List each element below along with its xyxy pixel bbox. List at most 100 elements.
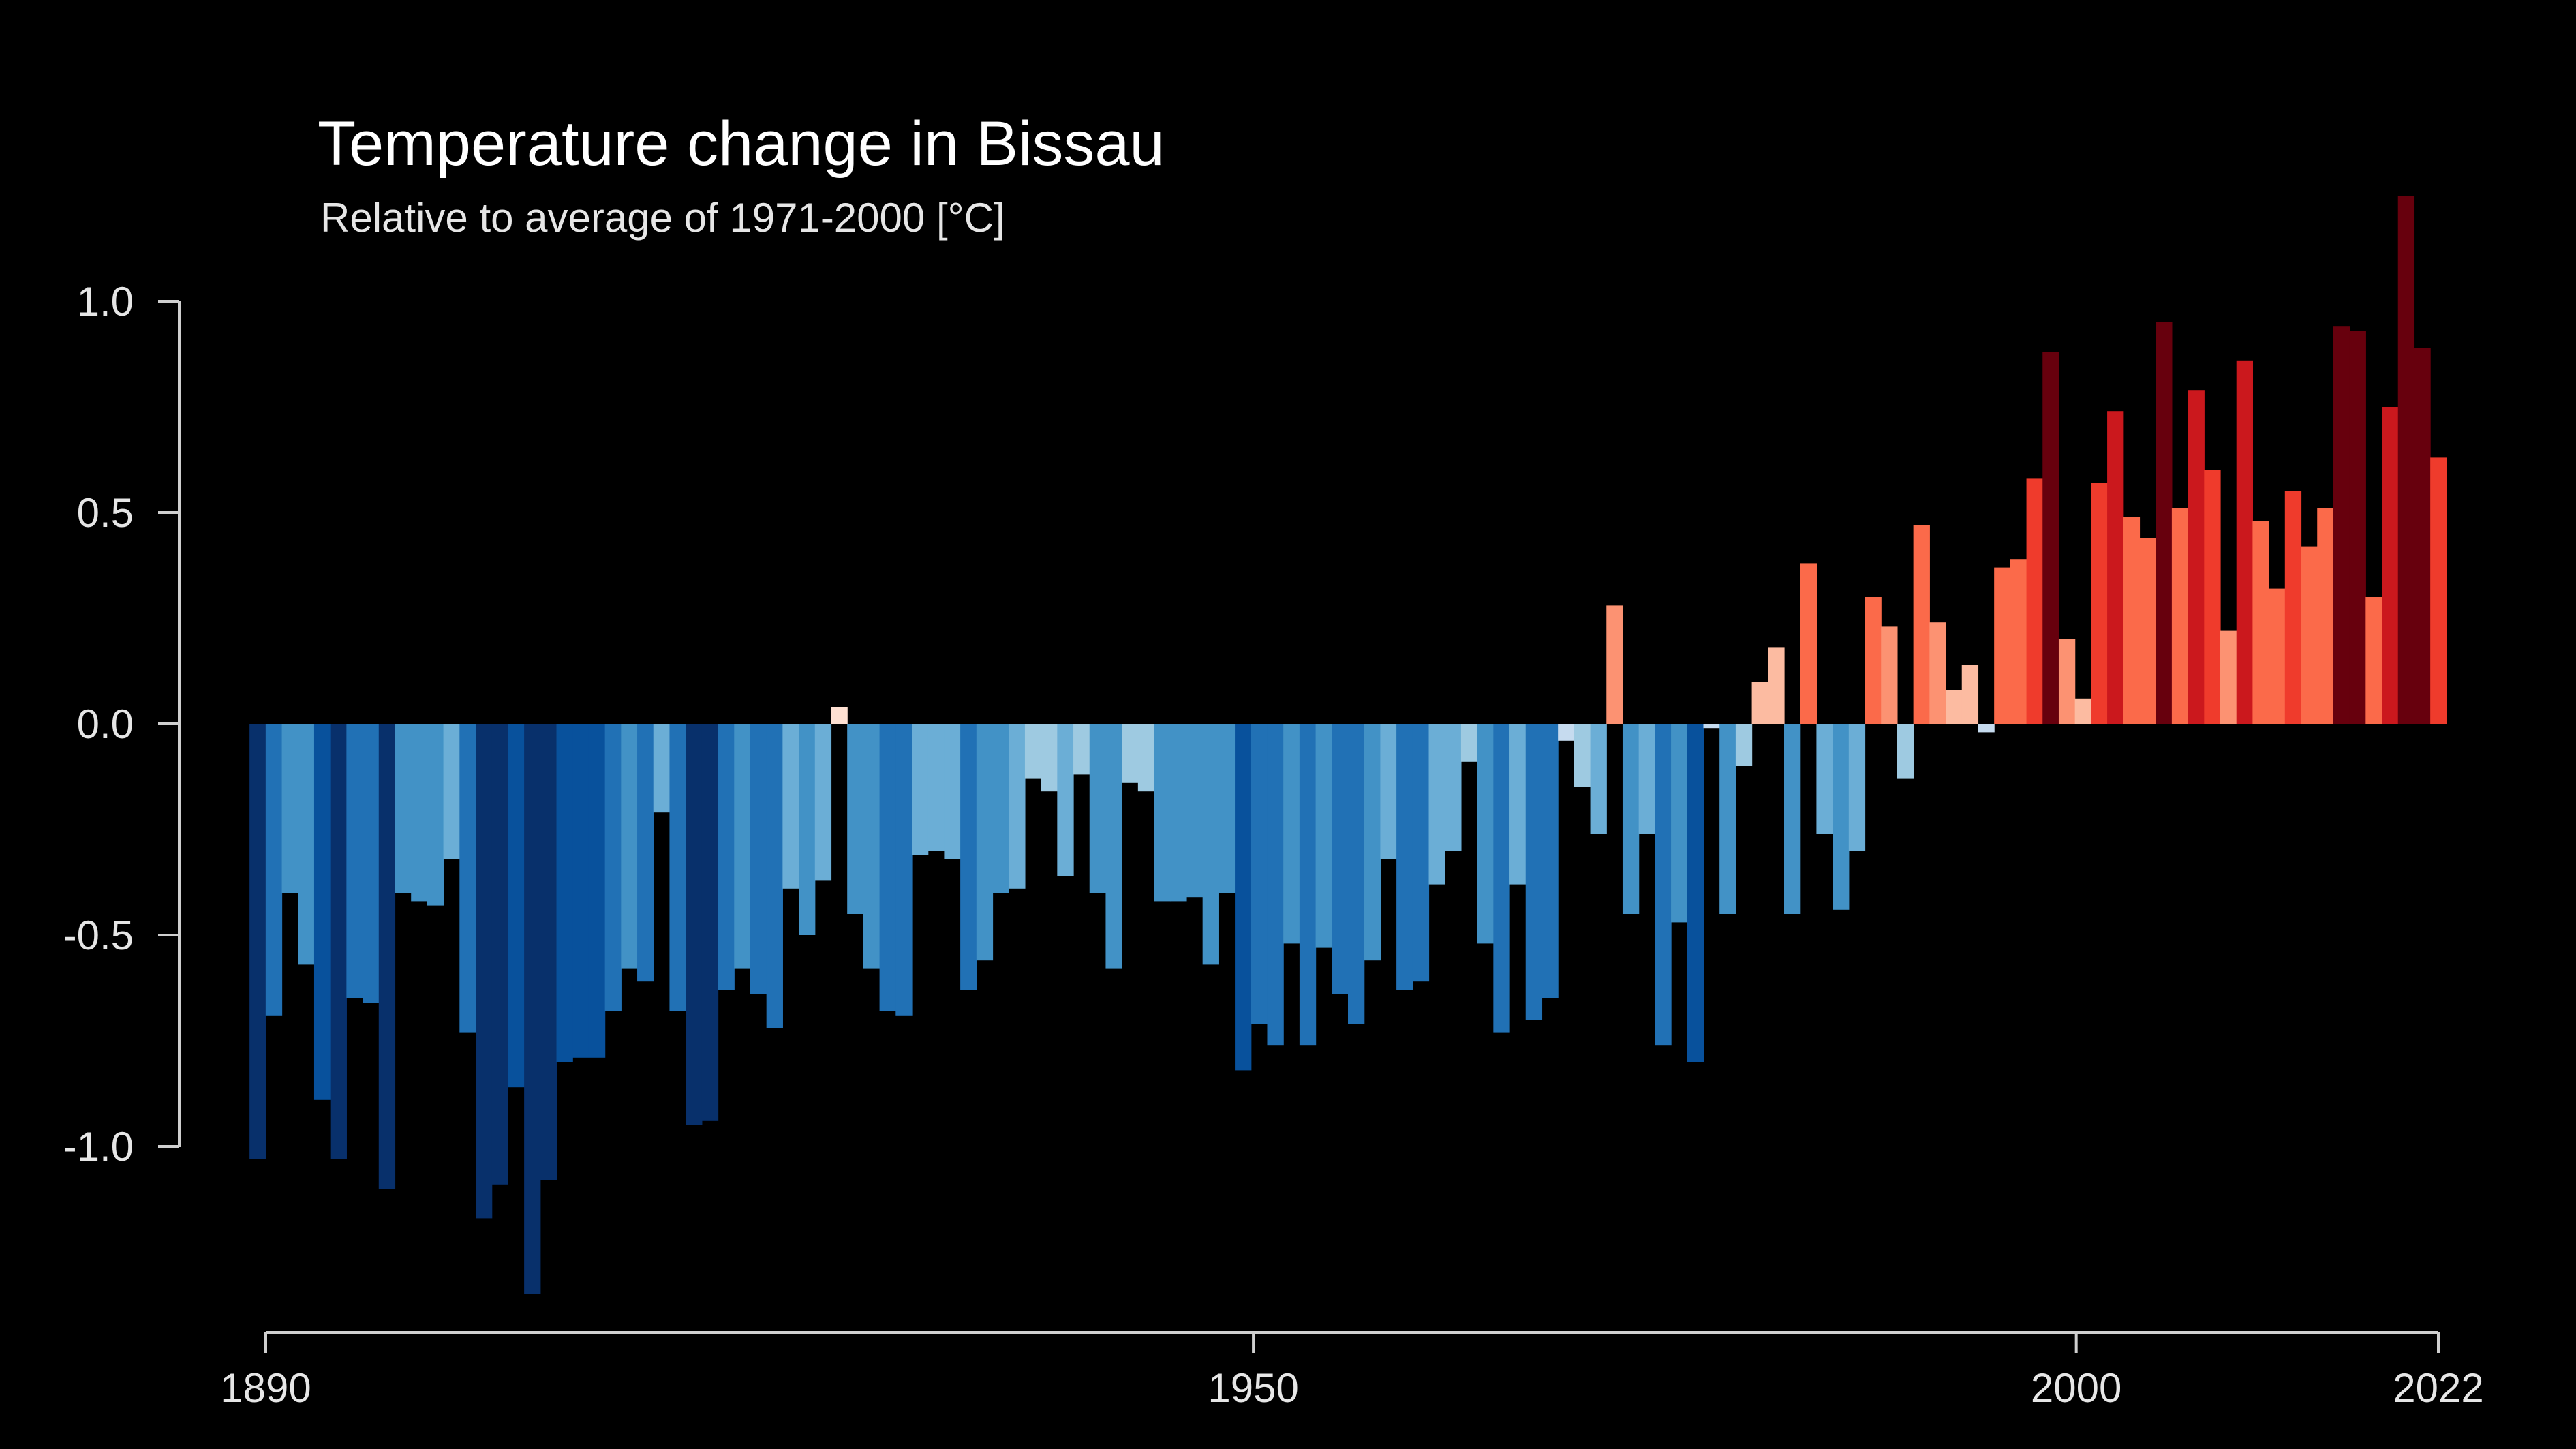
bar-2019 <box>2333 326 2350 724</box>
bar-1929 <box>879 724 896 1011</box>
bar-1928 <box>863 724 880 969</box>
bar-1961 <box>1396 724 1413 990</box>
bar-2001 <box>2042 352 2059 724</box>
bar-2016 <box>2284 491 2302 724</box>
y-tick-label: -0.5 <box>63 913 134 958</box>
bar-1904 <box>476 724 493 1219</box>
bar-1996 <box>1961 665 1979 724</box>
bar-1896 <box>346 724 363 998</box>
bar-1994 <box>1929 622 1946 724</box>
bar-1970 <box>1542 724 1559 998</box>
bar-2022 <box>2382 407 2399 724</box>
bar-1914 <box>637 724 654 982</box>
bar-2005 <box>2107 411 2124 724</box>
bar-1953 <box>1267 724 1284 1046</box>
y-tick-label: 1.0 <box>77 279 134 324</box>
bar-1935 <box>976 724 994 961</box>
bar-1937 <box>1009 724 1026 889</box>
bar-1985 <box>1784 724 1801 914</box>
bar-1959 <box>1364 724 1381 961</box>
bar-1981 <box>1719 724 1736 914</box>
bar-1997 <box>1978 724 1995 733</box>
bar-1920 <box>734 724 751 969</box>
bar-1973 <box>1590 724 1607 834</box>
bar-1925 <box>814 724 832 881</box>
bar-1986 <box>1800 563 1817 724</box>
bar-2002 <box>2058 639 2076 724</box>
bar-1999 <box>2010 559 2027 724</box>
bar-1932 <box>927 724 945 851</box>
bar-1963 <box>1428 724 1445 885</box>
bar-1944 <box>1122 724 1139 783</box>
x-axis-ticks: 1890 1950 2000 2022 <box>220 1332 2484 1411</box>
bar-1966 <box>1477 724 1494 944</box>
bar-1971 <box>1558 724 1575 741</box>
bar-1921 <box>750 724 767 994</box>
bar-2011 <box>2204 470 2221 724</box>
chart-subtitle: Relative to average of 1971-2000 [°C] <box>320 195 1005 241</box>
bar-1946 <box>1154 724 1171 902</box>
bar-1891 <box>265 724 283 1016</box>
bar-1960 <box>1380 724 1397 859</box>
y-axis-ticks: 1.0 0.5 0.0 -0.5 -1.0 <box>63 279 179 1170</box>
chart-title: Temperature change in Bissau <box>318 109 1165 179</box>
bar-1995 <box>1946 690 1963 724</box>
bar-1954 <box>1283 724 1300 944</box>
bar-1924 <box>799 724 816 935</box>
bar-1958 <box>1348 724 1365 1024</box>
bar-1908 <box>540 724 557 1180</box>
bar-1998 <box>1994 567 2011 724</box>
y-tick-label: 0.5 <box>77 490 134 536</box>
bar-2003 <box>2074 698 2091 724</box>
bar-1916 <box>669 724 686 1011</box>
bar-1902 <box>443 724 460 859</box>
bars-group <box>249 196 2447 1294</box>
bar-1936 <box>992 724 1009 893</box>
bar-1900 <box>411 724 428 902</box>
bar-1931 <box>912 724 929 855</box>
bar-1912 <box>604 724 622 1011</box>
bar-1967 <box>1493 724 1510 1033</box>
bar-2018 <box>2317 508 2334 724</box>
bar-2009 <box>2171 508 2189 724</box>
bar-1982 <box>1735 724 1753 766</box>
bar-1934 <box>960 724 977 990</box>
bar-1922 <box>766 724 783 1028</box>
bar-1976 <box>1638 724 1655 834</box>
bar-1899 <box>395 724 412 893</box>
bar-1965 <box>1460 724 1478 762</box>
bar-1910 <box>572 724 589 1058</box>
bar-2010 <box>2188 390 2205 724</box>
x-tick-label: 1950 <box>1208 1365 1298 1411</box>
bar-2017 <box>2301 546 2318 724</box>
bar-1989 <box>1848 724 1866 851</box>
bar-1956 <box>1315 724 1332 948</box>
bar-1964 <box>1445 724 1462 851</box>
bar-1940 <box>1057 724 1074 876</box>
bar-2020 <box>2349 331 2366 724</box>
bar-1942 <box>1089 724 1107 893</box>
bar-1974 <box>1606 605 1623 724</box>
bar-1948 <box>1186 724 1203 898</box>
bar-1945 <box>1137 724 1155 792</box>
bar-1897 <box>363 724 380 1003</box>
bar-1990 <box>1865 597 1882 724</box>
bar-1983 <box>1751 682 1768 724</box>
bar-2007 <box>2139 538 2156 724</box>
bar-2008 <box>2156 322 2173 724</box>
bar-2014 <box>2252 521 2269 724</box>
bar-1930 <box>895 724 913 1016</box>
bar-1943 <box>1105 724 1122 969</box>
bar-1991 <box>1881 626 1898 724</box>
bar-2000 <box>2026 478 2043 724</box>
bar-1903 <box>459 724 476 1033</box>
bar-1923 <box>782 724 799 889</box>
bar-2023 <box>2397 196 2415 724</box>
bar-2015 <box>2269 588 2286 724</box>
bar-2006 <box>2123 517 2141 724</box>
bar-1926 <box>831 707 848 724</box>
bar-2021 <box>2365 597 2382 724</box>
bar-1907 <box>524 724 541 1294</box>
bar-1987 <box>1816 724 1833 834</box>
bar-1962 <box>1412 724 1430 982</box>
